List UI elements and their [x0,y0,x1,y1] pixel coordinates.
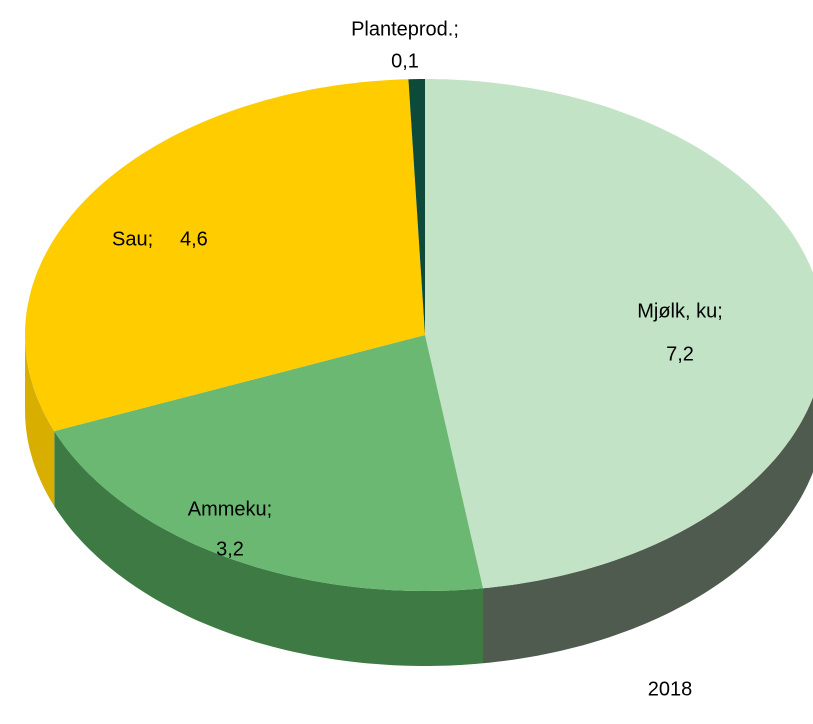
slice [425,79,813,589]
slice-side [25,335,55,507]
chart-subtitle: 2018 [648,678,693,700]
slice [408,79,425,335]
slice-side [54,431,484,666]
slice-label: Sau; [112,228,153,250]
value-label: 7,2 [666,343,694,365]
slice-side [483,397,813,664]
value-label: 0,1 [391,50,419,72]
slice-label: Planteprod.; [351,18,459,40]
slice-label: Mjølk, ku; [637,300,723,322]
slice [54,335,484,591]
value-label: 3,2 [216,538,244,560]
slice-label: Ammeku; [188,498,272,520]
slice [25,79,425,432]
value-label: 4,6 [180,228,208,250]
